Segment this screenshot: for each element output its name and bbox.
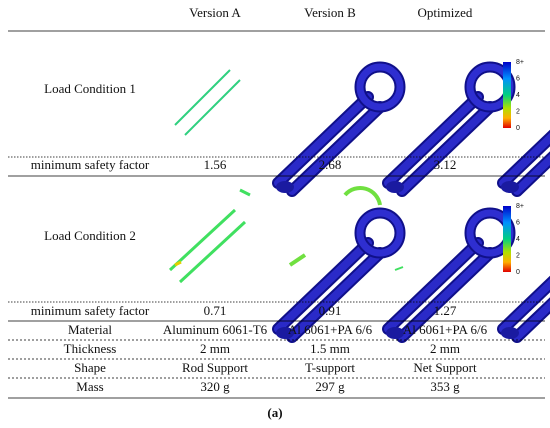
cell: 0.71	[204, 303, 227, 318]
row-label: Mass	[76, 379, 103, 394]
column-header: Version A	[189, 5, 241, 20]
cell: Al 6061+PA 6/6	[403, 322, 488, 337]
colorbar-label: 6	[516, 219, 520, 226]
colorbar-label: 8+	[516, 203, 524, 210]
cell: 320 g	[200, 379, 230, 394]
row-label: Load Condition 1	[44, 81, 136, 96]
colorbar-label: 2	[516, 252, 520, 259]
cell: 2.68	[319, 157, 342, 172]
column-header: Optimized	[418, 5, 473, 20]
cell: 353 g	[430, 379, 460, 394]
colorbar-label: 6	[516, 75, 520, 82]
row-label: minimum safety factor	[31, 303, 150, 318]
cell: 1.56	[204, 157, 227, 172]
row-label: Material	[68, 322, 112, 337]
cell: 0.91	[319, 303, 342, 318]
row-label: minimum safety factor	[31, 157, 150, 172]
colorbar-label: 4	[516, 236, 520, 243]
cell: 1.27	[434, 303, 457, 318]
colorbar-label: 8+	[516, 59, 524, 66]
cell: 2 mm	[430, 341, 460, 356]
colorbar-label: 0	[516, 269, 520, 276]
cell: 297 g	[315, 379, 345, 394]
cell: Aluminum 6061-T6	[163, 322, 268, 337]
colorbar-label: 0	[516, 125, 520, 132]
column-header: Version B	[304, 5, 356, 20]
row-label: Thickness	[64, 341, 117, 356]
cell: 3.12	[434, 157, 457, 172]
colorbar-label: 4	[516, 92, 520, 99]
colorbar	[503, 62, 511, 128]
row-label: Shape	[74, 360, 106, 375]
cell: 2 mm	[200, 341, 230, 356]
cell: Net Support	[413, 360, 477, 375]
simulation-images	[168, 62, 550, 339]
colorbar	[503, 206, 511, 272]
cell: 1.5 mm	[310, 341, 350, 356]
caption: (a)	[267, 405, 282, 420]
colorbar-label: 2	[516, 108, 520, 115]
row-label: Load Condition 2	[44, 228, 136, 243]
cell: T-support	[305, 360, 355, 375]
cell: Rod Support	[182, 360, 248, 375]
cell: Al 6061+PA 6/6	[288, 322, 373, 337]
rules	[8, 30, 545, 399]
